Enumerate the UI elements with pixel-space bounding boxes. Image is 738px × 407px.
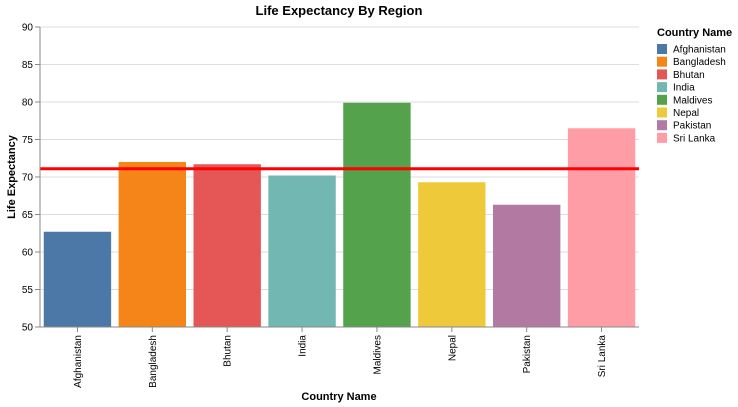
legend-label: Nepal [673,108,699,119]
x-tick-label: Bangladesh [148,335,159,388]
legend-label: Maldives [673,95,712,106]
legend-swatch [657,56,667,67]
y-axis-title: Life Expectancy [6,134,18,219]
y-tick-label: 90 [22,23,34,34]
y-tick-label: 65 [22,210,34,221]
bar-sri-lanka [567,128,636,327]
x-tick-label: Sri Lanka [597,335,608,378]
bars [43,102,636,327]
legend-title: Country Name [657,27,732,39]
y-tick-label: 75 [22,135,34,146]
legend-label: Sri Lanka [673,133,716,144]
bar-nepal [418,182,486,327]
bar-india [268,175,336,327]
bar-pakistan [492,204,561,327]
bar-maldives [343,102,411,327]
chart-title: Life Expectancy By Region [256,3,423,18]
y-tick-label: 50 [22,323,34,334]
x-tick-label: Maldives [372,335,383,374]
y-tick-label: 55 [22,285,34,296]
legend-swatch [657,120,667,131]
y-tick-label: 60 [22,248,34,259]
x-axis-ticks: Afghanistan Bangladesh Bhutan India Maldives… [73,327,608,388]
legend-swatch [657,107,667,118]
legend-label: Afghanistan [673,45,726,56]
legend-swatch [657,94,667,105]
y-tick-label: 80 [22,98,34,109]
x-tick-label: Afghanistan [73,335,84,388]
y-axis-ticks: 50 55 60 65 70 75 80 85 90 [22,23,40,334]
legend-label: India [673,83,695,94]
y-tick-label: 85 [22,60,34,71]
x-tick-label: Nepal [447,335,458,361]
legend-swatch [657,69,667,80]
x-axis-title: Country Name [301,391,376,403]
x-tick-label: Bhutan [223,335,234,367]
bar-bangladesh [118,162,187,327]
y-tick-label: 70 [22,173,34,184]
x-tick-label: Pakistan [522,335,533,373]
legend-swatch [657,82,667,93]
legend-label: Bangladesh [673,57,726,68]
legend-swatch [657,132,667,143]
bar-afghanistan [43,231,112,327]
legend-label: Pakistan [673,121,711,132]
legend-swatch [657,44,667,54]
legend-label: Bhutan [673,70,705,81]
x-tick-label: India [298,335,309,357]
bar-bhutan [193,164,261,327]
